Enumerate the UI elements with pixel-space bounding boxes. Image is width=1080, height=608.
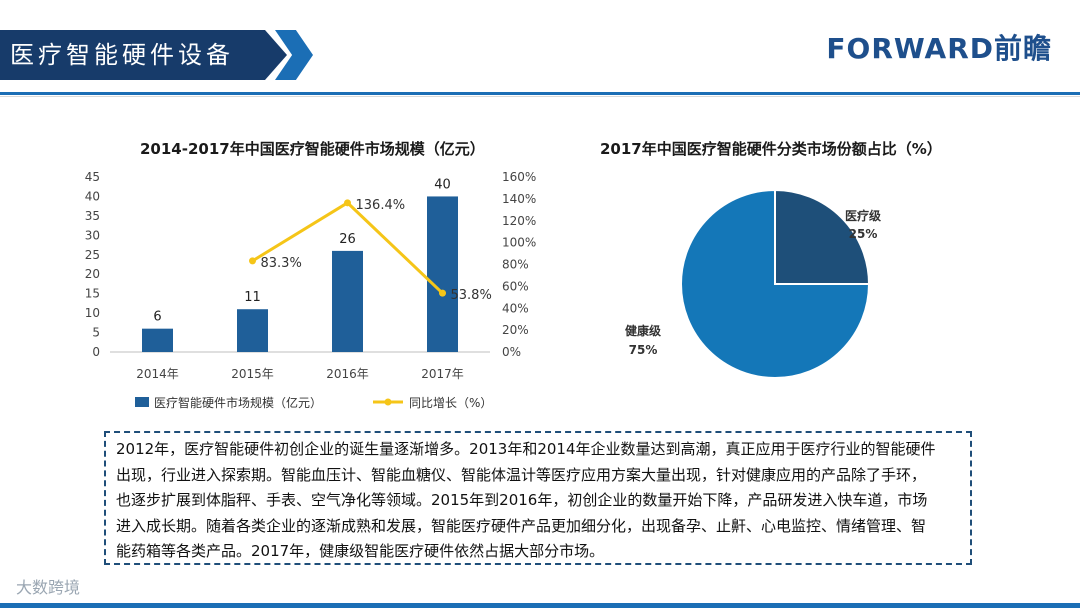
x-tick-label: 2015年 — [231, 367, 274, 381]
bar — [427, 196, 458, 352]
y-right-tick-label: 20% — [502, 323, 529, 337]
growth-point — [249, 257, 256, 265]
summary-line: 能药箱等各类产品。2017年，健康级智能医疗硬件依然占据大部分市场。 — [116, 542, 605, 560]
legend-bar-swatch — [135, 397, 149, 407]
x-tick-label: 2016年 — [326, 367, 369, 381]
market-size-chart: 0 5 10 15 20 25 30 35 40 45 0% 20% 40% 60% 80% 100% 120%… — [85, 170, 537, 410]
y-right-tick-label: 100% — [502, 236, 536, 250]
summary-line: 出现，行业进入探索期。智能血压计、智能血糖仪、智能体温计等医疗应用方案大量出现，… — [116, 465, 927, 484]
header-band — [0, 30, 265, 80]
growth-value-label: 136.4% — [356, 198, 406, 213]
y-left-tick-label: 45 — [85, 170, 100, 184]
footer-bar — [0, 603, 1080, 608]
growth-value-label: 83.3% — [261, 256, 302, 271]
bar-value-label: 6 — [153, 310, 161, 325]
y-left-tick-label: 15 — [85, 287, 100, 301]
y-right-tick-label: 120% — [502, 214, 536, 228]
header-arrow-decoration — [265, 30, 287, 80]
growth-point — [439, 289, 446, 297]
pie-label-name: 医疗级 — [845, 208, 881, 223]
y-right-tick-label: 80% — [502, 258, 529, 272]
x-tick-label: 2014年 — [136, 367, 179, 381]
pie-label-value: 75% — [629, 343, 658, 357]
market-share-pie-chart: 医疗级 25% 健康级 75% — [625, 188, 881, 379]
y-left-tick-label: 0 — [92, 345, 100, 359]
legend-line-marker — [384, 398, 392, 406]
watermark-signature: 大数跨境 — [16, 578, 81, 597]
legend-line-label: 同比增长（%） — [409, 396, 492, 410]
y-right-tick-label: 60% — [502, 279, 529, 293]
page-title: 医疗智能硬件设备 — [10, 41, 234, 69]
y-left-tick-label: 5 — [92, 326, 100, 340]
y-left-tick-label: 30 — [85, 228, 100, 242]
pie-label-value: 25% — [849, 227, 878, 241]
y-right-tick-label: 40% — [502, 301, 529, 315]
summary-line: 进入成长期。随着各类企业的逐渐成熟和发展，智能医疗硬件产品更加细分化，出现备孕、… — [116, 516, 927, 535]
header-divider — [0, 92, 1080, 95]
x-tick-label: 2017年 — [421, 367, 464, 381]
bar — [237, 309, 268, 352]
bar — [332, 250, 363, 352]
legend-bar-label: 医疗智能硬件市场规模（亿元） — [154, 395, 322, 410]
y-left-tick-label: 10 — [85, 306, 100, 320]
y-right-tick-label: 140% — [502, 192, 536, 206]
y-right-tick-label: 0% — [502, 345, 521, 359]
bar-value-label: 40 — [434, 177, 451, 192]
y-left-tick-label: 35 — [85, 209, 100, 223]
header-divider-thin — [0, 96, 1080, 97]
growth-value-label: 53.8% — [451, 288, 492, 303]
bar-value-label: 26 — [339, 232, 356, 247]
y-right-tick-label: 160% — [502, 170, 536, 184]
bar — [142, 328, 173, 352]
y-left-tick-label: 40 — [85, 189, 100, 203]
forward-logo: FORWARD前瞻 — [826, 32, 1052, 65]
growth-point — [344, 199, 351, 207]
pie-chart-title: 2017年中国医疗智能硬件分类市场份额占比（%） — [600, 140, 942, 158]
pie-label-name: 健康级 — [625, 323, 661, 338]
y-left-tick-label: 20 — [85, 267, 100, 281]
bar-chart-title: 2014-2017年中国医疗智能硬件市场规模（亿元） — [140, 140, 485, 158]
summary-textbox: 2012年，医疗智能硬件初创企业的诞生量逐渐增多。2013年和2014年企业数量… — [104, 431, 972, 565]
summary-line: 2012年，医疗智能硬件初创企业的诞生量逐渐增多。2013年和2014年企业数量… — [116, 440, 936, 458]
bar-value-label: 11 — [244, 290, 261, 305]
pie-slice — [680, 188, 871, 379]
y-left-tick-label: 25 — [85, 248, 100, 262]
pie-slice — [774, 188, 871, 285]
summary-line: 也逐步扩展到体脂秤、手表、空气净化等领域。2015年到2016年，初创企业的数量… — [116, 491, 928, 509]
